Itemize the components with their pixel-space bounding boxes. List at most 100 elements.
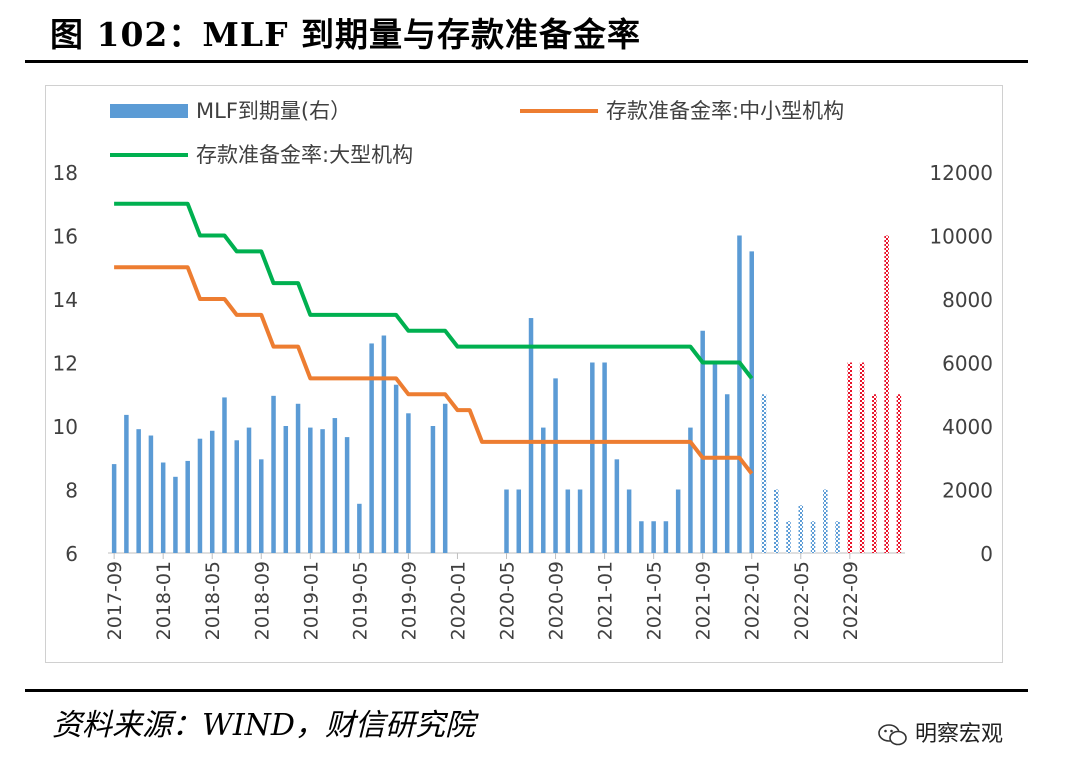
x-axis-tick-label: 2018-05 bbox=[202, 561, 224, 640]
left-axis-tick-label: 16 bbox=[53, 225, 78, 249]
mlf-bar bbox=[749, 251, 754, 553]
rrr-small-line bbox=[114, 265, 754, 475]
mlf-bar bbox=[283, 426, 289, 553]
legend-swatch-mlf bbox=[110, 104, 188, 118]
right-axis-tick-label: 10000 bbox=[929, 225, 993, 249]
mlf-bar bbox=[541, 427, 546, 553]
mlf-bar bbox=[357, 503, 362, 553]
mlf-bar bbox=[136, 429, 141, 553]
mlf-forecast-bar-red bbox=[847, 362, 853, 553]
right-axis-tick-label: 6000 bbox=[942, 352, 993, 376]
mlf-bar bbox=[602, 362, 607, 553]
mlf-bar bbox=[663, 521, 669, 553]
left-axis-tick-label: 10 bbox=[53, 415, 78, 439]
mlf-forecast-bar-red bbox=[872, 394, 877, 553]
right-axis-tick-label: 4000 bbox=[942, 415, 993, 439]
mlf-bar bbox=[173, 476, 178, 553]
bottom-rule bbox=[25, 689, 1028, 692]
x-axis-tick-label: 2022-09 bbox=[840, 561, 862, 640]
mlf-bar bbox=[504, 489, 509, 553]
mlf-bar bbox=[381, 335, 387, 553]
legend-label-large: 存款准备金率:大型机构 bbox=[196, 143, 413, 167]
mlf-forecast-bar bbox=[761, 394, 767, 553]
mlf-forecast-bar bbox=[810, 521, 816, 553]
mlf-bar bbox=[442, 403, 448, 553]
mlf-bar bbox=[639, 521, 644, 553]
left-axis-tick-label: 18 bbox=[53, 161, 78, 185]
mlf-bar bbox=[528, 318, 534, 553]
watermark-text: 明察宏观 bbox=[915, 722, 1004, 747]
wechat-icon bbox=[878, 724, 907, 746]
mlf-bar bbox=[295, 403, 301, 553]
x-axis-tick-label: 2021-09 bbox=[693, 561, 715, 640]
mlf-bar bbox=[185, 460, 190, 553]
mlf-bar bbox=[197, 438, 203, 553]
x-axis-tick-label: 2018-09 bbox=[251, 561, 273, 640]
x-axis-tick-label: 2018-01 bbox=[153, 561, 175, 640]
mlf-forecast-bar bbox=[835, 521, 840, 553]
mlf-forecast-bar bbox=[798, 505, 804, 553]
x-axis-tick-label: 2020-09 bbox=[546, 561, 568, 640]
mlf-bar bbox=[393, 384, 399, 553]
mlf-bar bbox=[737, 235, 742, 553]
mlf-bar bbox=[675, 489, 681, 553]
mlf-bar bbox=[553, 378, 558, 553]
mlf-forecast-bar bbox=[774, 489, 779, 553]
right-axis-tick-label: 2000 bbox=[942, 479, 993, 503]
mlf-bar bbox=[148, 435, 154, 553]
mlf-bar bbox=[614, 459, 620, 553]
mlf-bar bbox=[222, 397, 227, 553]
mlf-bar bbox=[332, 418, 338, 553]
left-axis-tick-label: 14 bbox=[53, 288, 78, 312]
x-axis-tick-label: 2022-05 bbox=[791, 561, 813, 640]
mlf-forecast-bar bbox=[823, 489, 828, 553]
legend-label-small: 存款准备金率:中小型机构 bbox=[606, 99, 844, 123]
mlf-bar bbox=[626, 489, 632, 553]
mlf-bar bbox=[124, 414, 129, 553]
x-axis-tick-label: 2019-01 bbox=[300, 561, 322, 640]
chart-axes: 6 8 10 12 14 16 18 0 2000 4000 6000 8000 10000 12000 2… bbox=[53, 161, 993, 640]
left-axis-tick-label: 6 bbox=[65, 542, 78, 566]
x-axis-tick-label: 2019-09 bbox=[398, 561, 420, 640]
mlf-bar bbox=[724, 394, 730, 553]
mlf-bar bbox=[516, 489, 522, 553]
right-axis-tick-label: 8000 bbox=[942, 288, 993, 312]
mlf-forecast-bar-red bbox=[896, 394, 902, 553]
figure-title: 图 102：MLF 到期量与存款准备金率 bbox=[50, 15, 642, 54]
mlf-bar bbox=[234, 440, 239, 553]
x-axis-tick-label: 2021-05 bbox=[644, 561, 666, 640]
mlf-bar bbox=[246, 427, 252, 553]
mlf-bar bbox=[577, 489, 583, 553]
mlf-bar bbox=[430, 426, 436, 553]
left-axis-tick-label: 8 bbox=[65, 479, 78, 503]
mlf-forecast-bar-red bbox=[859, 362, 865, 553]
mlf-forecast-bar-red bbox=[884, 235, 889, 553]
mlf-bar bbox=[700, 330, 705, 553]
right-axis-tick-label: 12000 bbox=[929, 161, 993, 185]
mlf-bar bbox=[308, 427, 313, 553]
source-note: 资料来源：WIND，财信研究院 bbox=[52, 708, 475, 743]
mlf-bar bbox=[565, 489, 571, 553]
x-axis-tick-label: 2019-05 bbox=[349, 561, 371, 640]
watermark: 明察宏观 bbox=[878, 716, 1003, 748]
x-axis-tick-label: 2022-01 bbox=[742, 561, 764, 640]
chart-legend: MLF到期量(右） 存款准备金率:中小型机构 存款准备金率:大型机构 bbox=[110, 99, 844, 167]
left-axis-tick-label: 12 bbox=[53, 352, 78, 376]
mlf-bar bbox=[344, 437, 350, 553]
mlf-bar bbox=[209, 430, 215, 553]
x-axis-tick-label: 2020-05 bbox=[497, 561, 519, 640]
mlf-bar bbox=[688, 427, 693, 553]
top-rule bbox=[25, 60, 1028, 63]
right-axis-tick-label: 0 bbox=[980, 542, 993, 566]
chart-frame bbox=[45, 85, 1003, 663]
x-axis-tick-label: 2020-01 bbox=[447, 561, 469, 640]
mlf-forecast-bar bbox=[786, 521, 791, 553]
chart-bars bbox=[111, 235, 902, 553]
mlf-bar bbox=[369, 343, 374, 553]
x-axis-tick-label: 2021-01 bbox=[595, 561, 617, 640]
rrr-large-line bbox=[114, 201, 754, 380]
mlf-bar bbox=[406, 413, 411, 553]
mlf-bar bbox=[320, 429, 325, 553]
mlf-bar bbox=[590, 362, 595, 553]
